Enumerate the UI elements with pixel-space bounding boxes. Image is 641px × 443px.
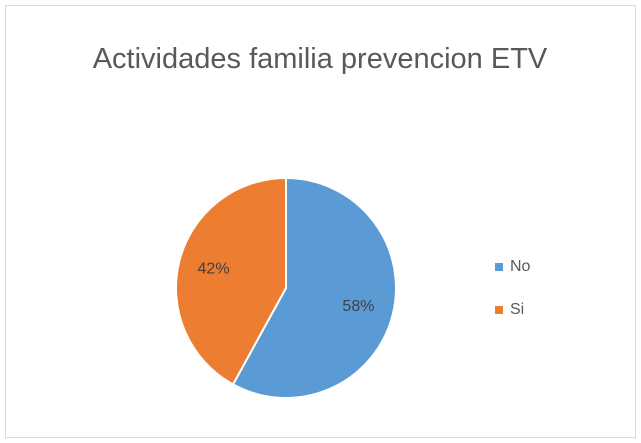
pie-slice bbox=[175, 176, 287, 386]
data-label: 58% bbox=[342, 298, 374, 315]
data-label: 42% bbox=[198, 261, 230, 278]
legend-label: No bbox=[510, 258, 531, 275]
legend-label: Si bbox=[510, 301, 524, 318]
legend-swatch bbox=[495, 306, 503, 314]
chart-title: Actividades familia prevencion ETV bbox=[92, 43, 548, 75]
legend-swatch bbox=[495, 263, 503, 271]
pie-slice bbox=[231, 176, 397, 399]
